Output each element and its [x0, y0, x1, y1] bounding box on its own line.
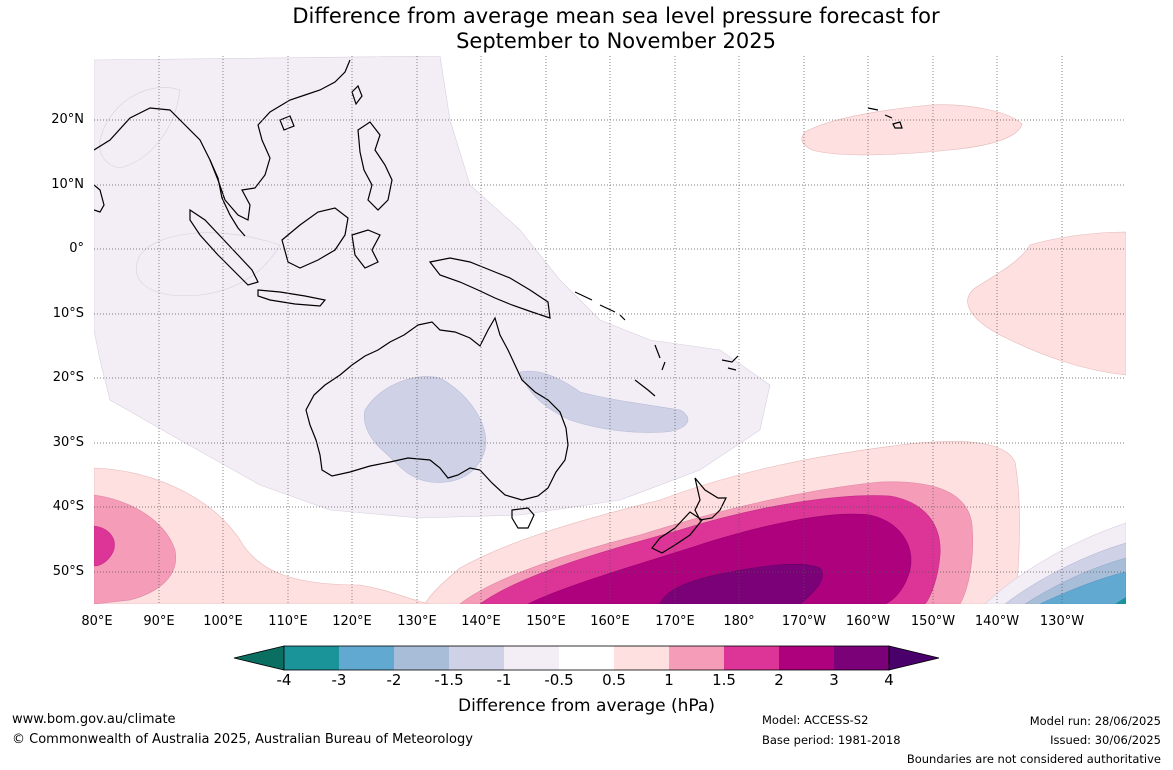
taiwan-coastline	[351, 84, 363, 106]
colorbar-tick: 2	[774, 671, 784, 689]
colorbar-swatch-2	[339, 646, 394, 670]
solomon-islands-coastline	[574, 291, 626, 321]
graticule	[94, 56, 1126, 604]
philippines-coastline	[357, 121, 393, 211]
colorbar-tick: 1	[664, 671, 674, 689]
lon-label-170e: 170°E	[655, 614, 695, 629]
anomaly-region-pos-3	[659, 563, 823, 604]
colorbar-tick: -0.5	[544, 671, 574, 689]
fiji-coastline	[721, 355, 739, 371]
lat-label-40s: 40°S	[52, 499, 84, 514]
sumatra-coastline	[189, 208, 259, 286]
new-zealand-north-coastline	[694, 477, 727, 521]
lon-label-150w: 150°W	[910, 614, 956, 629]
asia-mainland-coastline	[94, 59, 351, 221]
anomaly-region-pos-1	[94, 494, 177, 604]
colorbar-swatch-4	[449, 646, 504, 670]
lat-label-30s: 30°S	[52, 435, 84, 450]
anomaly-region-pos-0.5-north	[801, 104, 1023, 156]
new-guinea-coastline	[428, 257, 551, 319]
colorbar-swatch-3	[394, 646, 449, 670]
colorbar-title: Difference from average (hPa)	[458, 696, 715, 716]
colorbar-swatch-1	[284, 646, 339, 670]
lon-label-100e: 100°E	[203, 614, 243, 629]
colorbar-extend-max	[888, 645, 940, 671]
issued-text: Issued: 30/06/2025	[1050, 733, 1161, 747]
anomaly-region-neg-0.5-philippines	[99, 87, 181, 169]
title-line-2: September to November 2025	[456, 29, 776, 53]
lon-label-140w: 140°W	[974, 614, 1020, 629]
base-period-text: Base period: 1981-2018	[762, 733, 901, 747]
colorbar-tick: 4	[884, 671, 894, 689]
lon-label-120e: 120°E	[332, 614, 372, 629]
colorbar-extend-min	[233, 645, 285, 671]
borneo-coastline	[281, 207, 349, 269]
lon-label-170w: 170°W	[781, 614, 827, 629]
title-line-1: Difference from average mean sea level p…	[292, 4, 940, 28]
colorbar	[233, 645, 940, 671]
sri-lanka-coastline	[94, 184, 105, 213]
sulawesi-coastline	[351, 229, 381, 269]
malay-peninsula-coastline	[209, 159, 246, 237]
lon-label-160w: 160°W	[845, 614, 891, 629]
lon-label-110e: 110°E	[268, 614, 308, 629]
new-caledonia-coastline	[634, 379, 656, 397]
disclaimer-text: Boundaries are not considered authoritat…	[906, 752, 1161, 766]
colorbar-outline	[283, 645, 890, 671]
colorbar-tick: -3	[331, 671, 347, 689]
lat-label-0: 0°	[69, 241, 84, 256]
lat-label-20n: 20°N	[51, 112, 84, 127]
colorbar-tick: 1.5	[712, 671, 736, 689]
colorbar-tick: 0.5	[602, 671, 626, 689]
pressure-anomaly-map	[94, 56, 1126, 671]
lat-label-50s: 50°S	[52, 564, 84, 579]
colorbar-tick: -2	[386, 671, 402, 689]
anomaly-region-neg-2-southeast	[1039, 571, 1126, 604]
anomaly-region-neg-1-east	[519, 370, 689, 433]
anomaly-region-neg-3-southeast	[1115, 597, 1126, 604]
colorbar-swatch-6	[559, 646, 614, 670]
colorbar-swatch-9	[724, 646, 779, 670]
colorbar-tick: -4	[276, 671, 292, 689]
colorbar-tick: 3	[829, 671, 839, 689]
colorbar-swatch-7	[614, 646, 669, 670]
model-text: Model: ACCESS-S2	[762, 713, 869, 727]
lon-label-150e: 150°E	[526, 614, 566, 629]
lat-label-10n: 10°N	[51, 177, 84, 192]
colorbar-tick: -1.5	[434, 671, 464, 689]
colorbar-swatch-10	[779, 646, 834, 670]
model-run-text: Model run: 28/06/2025	[1029, 714, 1161, 728]
lon-label-90e: 90°E	[143, 614, 175, 629]
lon-label-130e: 130°E	[397, 614, 437, 629]
colorbar-tick: -1	[496, 671, 512, 689]
colorbar-swatch-5	[504, 646, 559, 670]
hainan-coastline	[279, 115, 295, 131]
hawaii-coastline	[867, 107, 903, 129]
anomaly-region-pos-1.5	[94, 525, 115, 567]
vanuatu-coastline	[654, 344, 666, 371]
lon-label-180: 180°	[723, 614, 755, 629]
lon-label-140e: 140°E	[461, 614, 501, 629]
anomaly-region-pos-0.5-east	[967, 231, 1126, 376]
colorbar-swatch-8	[669, 646, 724, 670]
colorbar-swatch-11	[834, 646, 889, 670]
new-zealand-south-coastline	[651, 511, 703, 554]
lat-label-20s: 20°S	[52, 370, 84, 385]
australia-coastline	[305, 316, 569, 501]
tasmania-coastline	[511, 507, 535, 529]
lat-label-10s: 10°S	[52, 306, 84, 321]
lon-label-130w: 130°W	[1039, 614, 1085, 629]
lon-label-160e: 160°E	[590, 614, 630, 629]
map-title: Difference from average mean sea level p…	[0, 4, 1173, 54]
website-link[interactable]: www.bom.gov.au/climate	[12, 712, 176, 727]
lon-label-80e: 80°E	[81, 614, 113, 629]
anomaly-fields	[94, 56, 1126, 604]
copyright-text: © Commonwealth of Australia 2025, Austra…	[12, 732, 473, 747]
